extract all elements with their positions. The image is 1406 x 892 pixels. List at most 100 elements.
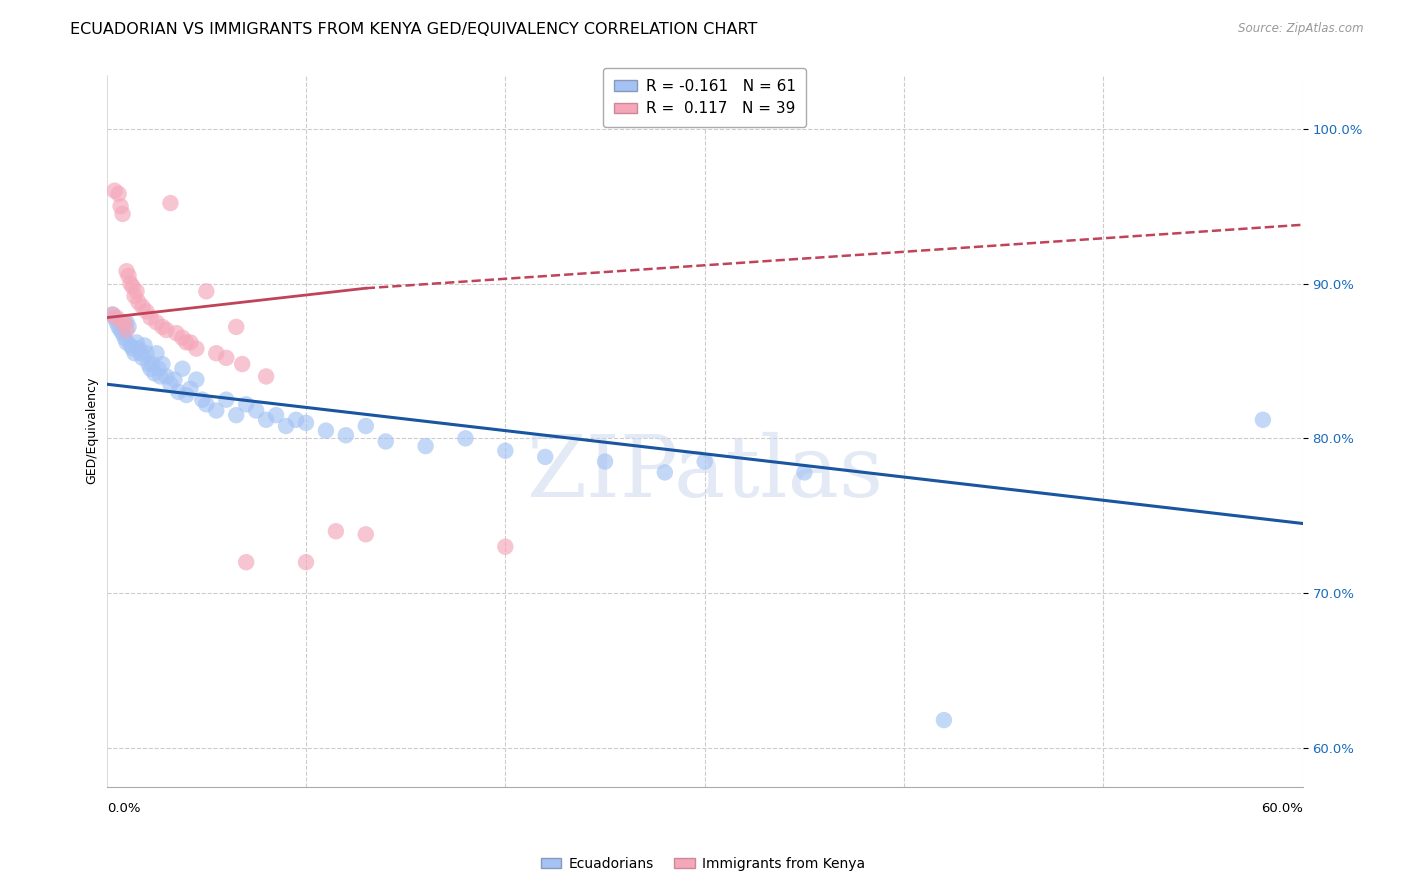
Point [793, 466, 815, 480]
Point [274, 419, 297, 434]
Point [152, 319, 174, 334]
Point [145, 315, 167, 329]
Point [105, 315, 128, 329]
Point [101, 308, 124, 322]
Point [104, 184, 127, 198]
Point [325, 524, 347, 539]
Point [159, 377, 181, 392]
Point [593, 454, 616, 468]
Point [110, 323, 132, 337]
Point [111, 315, 134, 329]
Point [231, 357, 253, 371]
Point [415, 439, 437, 453]
Point [139, 361, 162, 376]
Point [125, 335, 148, 350]
Point [152, 357, 174, 371]
Point [191, 392, 214, 407]
Point [128, 342, 150, 356]
Point [172, 331, 194, 345]
Point [186, 372, 208, 386]
Point [186, 342, 208, 356]
Point [195, 397, 218, 411]
Point [121, 342, 143, 356]
Point [1251, 413, 1274, 427]
Point [172, 361, 194, 376]
Point [205, 403, 228, 417]
Point [139, 310, 162, 325]
Point [215, 392, 238, 407]
Point [131, 300, 153, 314]
Y-axis label: GED/Equivalency: GED/Equivalency [86, 377, 98, 484]
Point [155, 369, 177, 384]
Point [101, 308, 124, 322]
Point [159, 196, 181, 211]
Point [111, 326, 134, 340]
Point [121, 279, 143, 293]
Point [295, 416, 318, 430]
Point [149, 369, 172, 384]
Point [654, 466, 676, 480]
Point [932, 713, 955, 727]
Point [124, 289, 146, 303]
Point [115, 264, 138, 278]
Point [114, 331, 136, 345]
Point [335, 428, 357, 442]
Point [138, 357, 160, 371]
Point [117, 268, 139, 283]
Point [105, 310, 128, 325]
Point [235, 555, 257, 569]
Point [155, 323, 177, 337]
Point [494, 443, 516, 458]
Point [225, 408, 247, 422]
Point [176, 335, 198, 350]
Point [143, 367, 166, 381]
Point [117, 319, 139, 334]
Point [195, 285, 218, 299]
Point [110, 199, 132, 213]
Point [693, 454, 716, 468]
Point [128, 295, 150, 310]
Point [354, 419, 377, 434]
Point [104, 310, 127, 325]
Point [295, 555, 318, 569]
Text: ECUADORIAN VS IMMIGRANTS FROM KENYA GED/EQUIVALENCY CORRELATION CHART: ECUADORIAN VS IMMIGRANTS FROM KENYA GED/… [70, 22, 758, 37]
Point [215, 351, 238, 365]
Point [111, 207, 134, 221]
Point [454, 431, 477, 445]
Point [134, 338, 156, 352]
Point [125, 285, 148, 299]
Point [115, 315, 138, 329]
Point [115, 335, 138, 350]
Point [176, 388, 198, 402]
Point [264, 408, 287, 422]
Point [114, 315, 136, 329]
Point [374, 434, 396, 449]
Legend: R = -0.161   N = 61, R =  0.117   N = 39: R = -0.161 N = 61, R = 0.117 N = 39 [603, 68, 807, 127]
Point [141, 357, 163, 371]
Point [135, 346, 157, 360]
Point [167, 384, 190, 399]
Legend: Ecuadorians, Immigrants from Kenya: Ecuadorians, Immigrants from Kenya [536, 851, 870, 876]
Point [225, 319, 247, 334]
Point [285, 413, 308, 427]
Text: 60.0%: 60.0% [1261, 802, 1303, 815]
Text: ZIPatlas: ZIPatlas [526, 432, 883, 515]
Point [235, 397, 257, 411]
Text: Source: ZipAtlas.com: Source: ZipAtlas.com [1239, 22, 1364, 36]
Point [135, 304, 157, 318]
Point [107, 186, 129, 201]
Point [205, 346, 228, 360]
Point [494, 540, 516, 554]
Text: 0.0%: 0.0% [107, 802, 141, 815]
Point [120, 338, 142, 352]
Point [107, 319, 129, 334]
Point [148, 361, 170, 376]
Point [115, 323, 138, 337]
Point [534, 450, 557, 464]
Point [131, 351, 153, 365]
Point [254, 413, 277, 427]
Point [354, 527, 377, 541]
Point [163, 372, 186, 386]
Point [245, 403, 267, 417]
Point [124, 346, 146, 360]
